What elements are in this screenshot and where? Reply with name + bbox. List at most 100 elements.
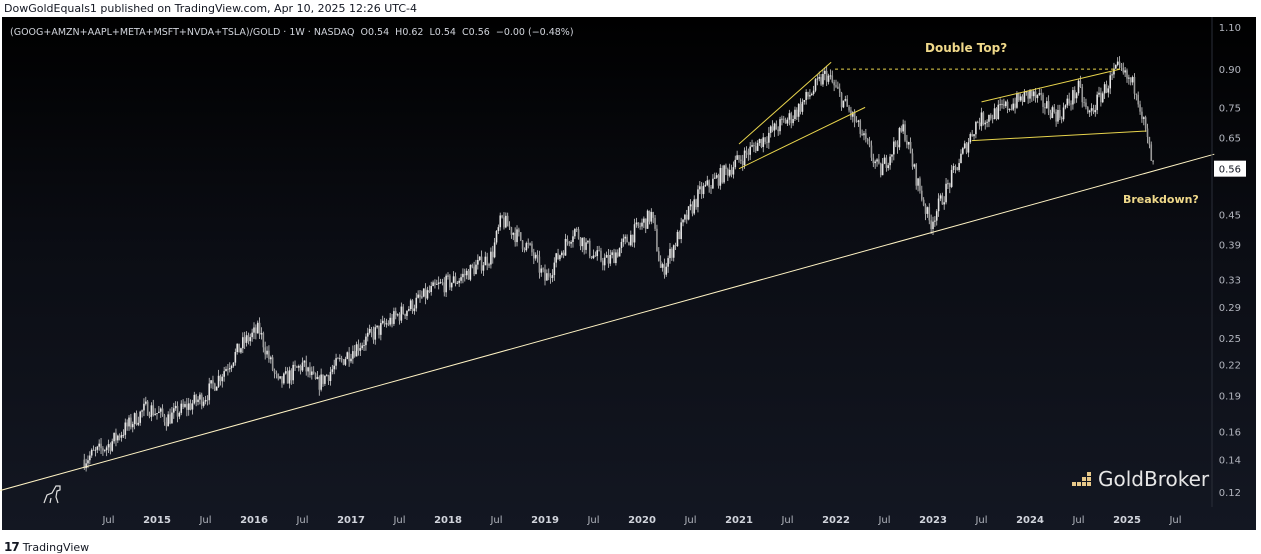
candle-body [467,270,470,280]
candle-body [907,141,910,145]
candle-body [833,82,835,86]
candle-body [312,371,315,374]
candle-body [585,242,587,250]
y-tick-label: 0.16 [1219,428,1241,439]
x-tick-label: Jul [974,515,987,526]
x-tick-label: 2018 [434,515,462,526]
candle-body [913,164,916,167]
candle-body [667,258,669,267]
candle-body [945,183,947,203]
legend-symbol: (GOOG+AMZN+AAPL+META+MSFT+NVDA+TSLA)/GOL… [10,27,281,38]
candle-body [171,412,173,424]
candle-body [542,268,544,270]
candle-body [713,177,716,179]
candle-body [622,238,625,242]
y-tick-label: 0.90 [1219,65,1241,76]
candle-body [840,92,843,108]
candle-body [122,434,125,436]
candle-body [682,219,684,223]
candle-body [560,252,563,256]
candle-body [801,101,804,112]
candle-body [727,169,729,176]
y-tick-label: 0.29 [1219,303,1241,314]
candle-body [1006,101,1009,110]
candle-body [855,121,858,123]
candle-body [458,280,460,283]
trendlines: Double Top? Breakdown? [0,41,1215,492]
candle-body [954,166,957,168]
candle-body [921,190,923,200]
candle-body [92,449,95,451]
candle-body [754,146,757,151]
candle-body [531,243,533,253]
candle-body [958,163,960,171]
candle-body [329,371,332,381]
candle-body [176,405,179,417]
candle-body [83,459,86,469]
footer-brand: TradingView [22,540,90,554]
candle-body [926,207,929,214]
candle-body [256,322,259,334]
candle-body [969,134,972,143]
candle-body [417,294,419,298]
candle-body [557,253,559,260]
candle-body [1150,144,1153,161]
candle-body [669,248,671,259]
candle-body [902,124,904,132]
footer: 17 TradingView [4,540,89,554]
candle-body [361,345,363,349]
candle-body [741,160,744,166]
candle-body [607,254,610,264]
candle-body [1019,96,1022,101]
candle-body [357,344,360,351]
candle-body [525,243,528,251]
candle-body [706,180,709,185]
x-tick-label: 2023 [919,515,947,526]
candle-body [165,422,168,427]
candle-body [943,202,945,205]
x-tick-label: Jul [101,515,114,526]
candle-body [380,323,382,335]
candle-body [137,422,140,425]
candle-body [962,148,964,154]
candle-body [1085,102,1087,108]
candle-body [566,238,569,242]
candle-body [199,394,201,400]
x-tick-label: Jul [877,515,890,526]
candle-body [115,432,117,441]
candle-body [118,435,121,438]
candle-body [708,180,710,188]
candle-body [1100,92,1102,103]
candle-body [935,211,938,221]
candle-body [374,327,377,340]
candle-body [172,408,175,413]
candle-body [816,78,819,80]
y-tick-label: 0.22 [1219,361,1241,372]
candle-body [169,414,171,424]
candle-body [383,320,386,325]
candle-body [859,120,862,134]
candle-body [202,401,205,406]
goldbroker-text: GoldBroker [1098,467,1210,491]
candle-body [973,134,975,137]
candle-body [579,238,582,247]
candle-body [928,207,931,221]
candle-body [777,129,779,132]
candle-body [1062,107,1065,120]
candle-body [1126,70,1128,79]
candle-body [322,374,324,384]
candle-body [284,371,287,374]
candle-body [1059,109,1061,118]
candle-body [1081,86,1084,103]
candle-body [922,199,925,206]
candle-body [212,380,214,384]
candle-body [639,225,641,227]
candle-body [1075,93,1078,99]
candle-body [411,300,414,312]
candle-body [824,70,826,74]
candle-body [247,335,250,342]
candle-body [848,106,850,111]
candle-body [1088,110,1091,113]
candle-body [193,394,196,404]
candle-body [760,139,763,147]
